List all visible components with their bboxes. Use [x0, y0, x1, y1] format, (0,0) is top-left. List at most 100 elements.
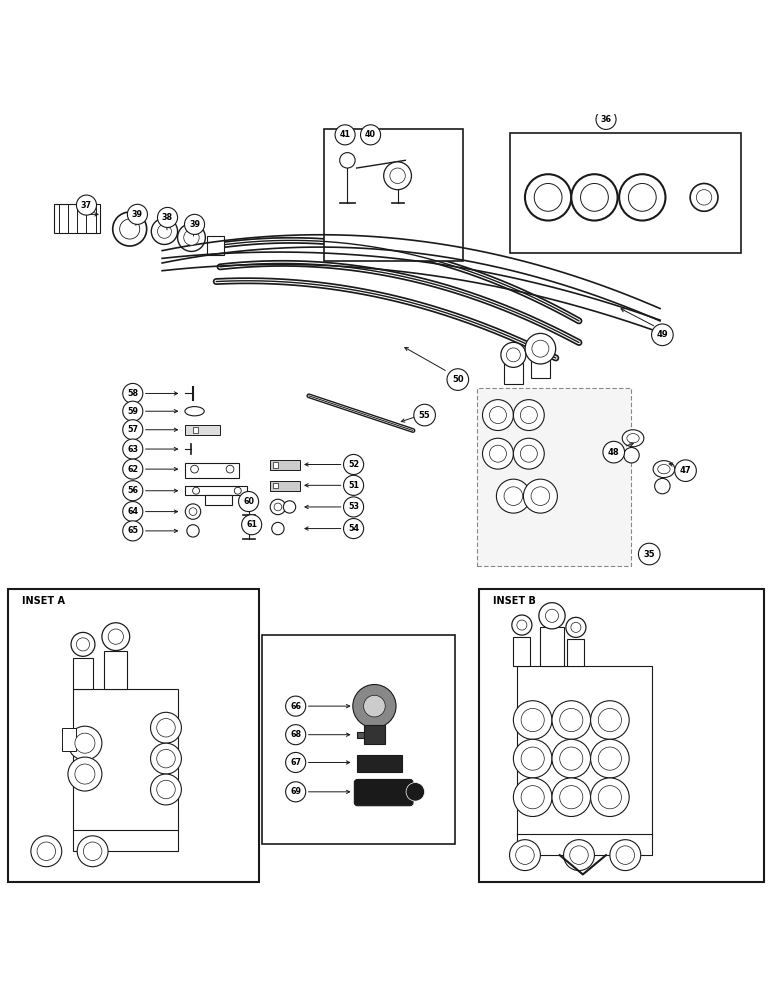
- Circle shape: [157, 749, 175, 768]
- Bar: [270, 460, 300, 470]
- Circle shape: [591, 701, 629, 739]
- Bar: [540, 627, 564, 666]
- Text: 41: 41: [340, 130, 350, 139]
- Text: 38: 38: [162, 213, 173, 222]
- Text: 54: 54: [348, 524, 359, 533]
- Circle shape: [619, 174, 665, 221]
- Circle shape: [521, 747, 544, 770]
- Circle shape: [127, 204, 147, 224]
- Circle shape: [501, 342, 526, 367]
- Circle shape: [525, 174, 571, 221]
- Circle shape: [531, 487, 550, 505]
- Bar: [513, 637, 530, 666]
- Text: 50: 50: [452, 375, 464, 384]
- Circle shape: [120, 219, 140, 239]
- Circle shape: [525, 333, 556, 364]
- Circle shape: [123, 481, 143, 501]
- Circle shape: [185, 504, 201, 519]
- Circle shape: [564, 840, 594, 871]
- Circle shape: [510, 840, 540, 871]
- Bar: [73, 658, 93, 689]
- Circle shape: [123, 439, 143, 459]
- Circle shape: [581, 183, 608, 211]
- Circle shape: [344, 475, 364, 495]
- Text: 35: 35: [643, 550, 655, 559]
- Circle shape: [638, 543, 660, 565]
- Circle shape: [123, 383, 143, 403]
- Ellipse shape: [235, 487, 241, 494]
- Bar: [273, 483, 278, 488]
- Circle shape: [552, 778, 591, 817]
- Bar: [510, 133, 741, 253]
- Circle shape: [189, 508, 197, 515]
- Bar: [73, 689, 178, 832]
- Circle shape: [539, 603, 565, 629]
- Circle shape: [83, 842, 102, 861]
- Circle shape: [516, 846, 534, 864]
- Text: 62: 62: [127, 465, 138, 474]
- Bar: [207, 236, 224, 255]
- Text: 37: 37: [81, 201, 92, 210]
- Text: 63: 63: [127, 445, 138, 454]
- Circle shape: [414, 404, 435, 426]
- Bar: [185, 486, 247, 495]
- Circle shape: [340, 153, 355, 168]
- Circle shape: [520, 407, 537, 424]
- Text: 61: 61: [246, 520, 257, 529]
- Circle shape: [482, 438, 513, 469]
- Circle shape: [286, 725, 306, 745]
- Circle shape: [123, 459, 143, 479]
- Circle shape: [283, 501, 296, 513]
- Text: 64: 64: [127, 507, 138, 516]
- Bar: [567, 639, 584, 666]
- Circle shape: [157, 224, 171, 238]
- Text: INSET A: INSET A: [22, 596, 65, 606]
- FancyBboxPatch shape: [354, 779, 413, 806]
- Text: 58: 58: [127, 389, 138, 398]
- Circle shape: [504, 487, 523, 505]
- Circle shape: [520, 445, 537, 462]
- Circle shape: [123, 521, 143, 541]
- Circle shape: [108, 629, 124, 644]
- Bar: [517, 834, 652, 855]
- Circle shape: [102, 623, 130, 651]
- Circle shape: [185, 214, 205, 234]
- Circle shape: [690, 183, 718, 211]
- Circle shape: [652, 324, 673, 346]
- Circle shape: [151, 743, 181, 774]
- Circle shape: [570, 846, 588, 864]
- Ellipse shape: [226, 465, 234, 473]
- Bar: [477, 388, 631, 566]
- Circle shape: [123, 420, 143, 440]
- Text: 55: 55: [418, 411, 431, 420]
- Bar: [364, 725, 385, 744]
- Ellipse shape: [192, 487, 199, 494]
- Bar: [104, 651, 127, 689]
- Circle shape: [603, 441, 625, 463]
- Circle shape: [76, 195, 96, 215]
- Circle shape: [77, 836, 108, 867]
- Circle shape: [187, 525, 199, 537]
- Circle shape: [353, 685, 396, 728]
- Circle shape: [482, 400, 513, 431]
- Text: INSET B: INSET B: [493, 596, 536, 606]
- Circle shape: [596, 109, 616, 129]
- Circle shape: [506, 348, 520, 362]
- Circle shape: [274, 503, 282, 511]
- Circle shape: [513, 438, 544, 469]
- Circle shape: [513, 400, 544, 431]
- Text: 60: 60: [243, 497, 254, 506]
- Circle shape: [624, 448, 639, 463]
- Ellipse shape: [185, 407, 204, 416]
- Bar: [262, 635, 455, 844]
- Text: 39: 39: [189, 220, 200, 229]
- Bar: [531, 356, 550, 378]
- Circle shape: [344, 497, 364, 517]
- Circle shape: [31, 836, 62, 867]
- Circle shape: [157, 780, 175, 799]
- Text: 36: 36: [601, 115, 611, 124]
- Bar: [193, 427, 198, 433]
- Circle shape: [523, 479, 557, 513]
- Bar: [324, 129, 463, 261]
- Circle shape: [566, 617, 586, 637]
